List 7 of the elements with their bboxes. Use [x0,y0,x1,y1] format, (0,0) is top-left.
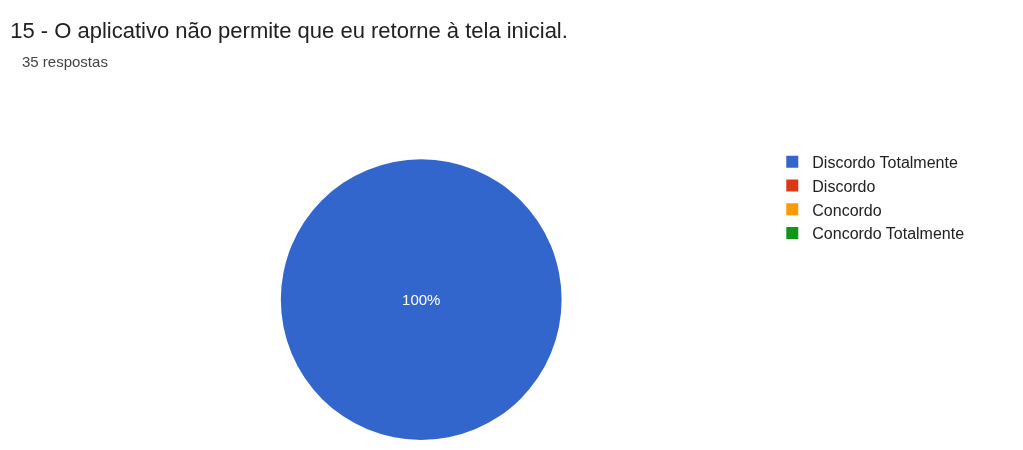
legend-label: Discordo [812,177,876,195]
text: 35 respostas [22,53,108,70]
legend-label: Discordo Totalmente [812,153,958,171]
legend-label: Concordo Totalmente [812,225,965,243]
chart-title: 15 - O aplicativo não permite que eu retorne à tela inicial. [10,17,568,43]
data-label: 100% [402,291,441,309]
legend-label: Concordo [812,201,882,219]
